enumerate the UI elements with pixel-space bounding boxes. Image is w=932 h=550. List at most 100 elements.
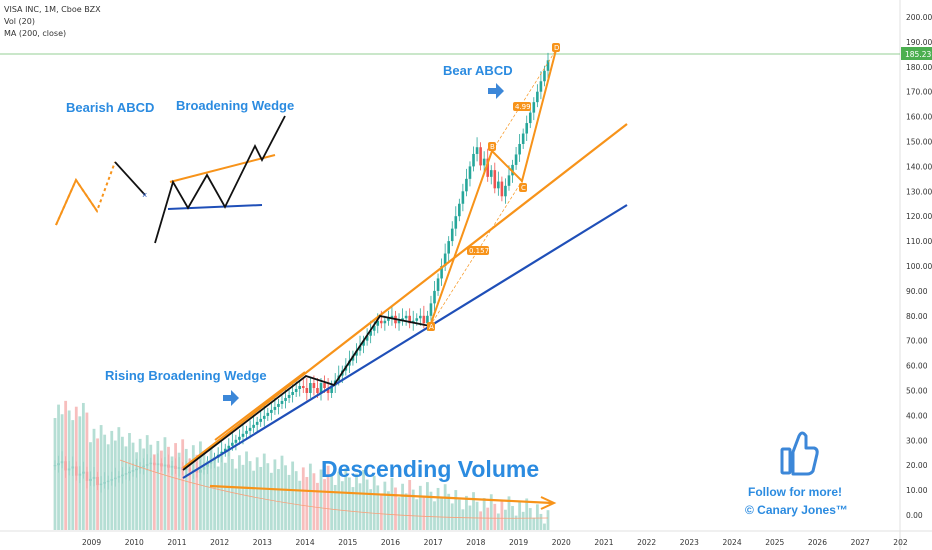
- candle-body: [309, 383, 312, 393]
- x-tick-label: 2019: [509, 538, 528, 547]
- x-tick-label: 2021: [594, 538, 613, 547]
- broadening-wedge-label: Broadening Wedge: [176, 98, 295, 113]
- candle-body: [514, 154, 518, 165]
- pattern-label-d: D: [554, 44, 559, 52]
- volume-bar: [457, 499, 461, 530]
- candle-body: [486, 158, 490, 177]
- ratio-label-1: 0.157: [469, 247, 489, 255]
- volume-bar: [199, 441, 202, 530]
- y-tick-label: 20.00: [906, 461, 928, 470]
- candle-body: [397, 320, 401, 324]
- volume-bar: [486, 507, 490, 530]
- volume-bar: [340, 481, 344, 530]
- volume-bar: [507, 496, 511, 530]
- x-tick-label: 2014: [296, 538, 315, 547]
- volume-bar: [110, 430, 114, 530]
- x-tick-label: 2018: [466, 538, 485, 547]
- candle-body: [447, 241, 450, 254]
- volume-bar: [213, 456, 217, 530]
- y-tick-label: 180.00: [906, 63, 932, 72]
- volume-bar: [184, 448, 188, 530]
- candle-body: [369, 330, 372, 336]
- candle-body: [450, 228, 454, 242]
- candle-body: [497, 181, 500, 189]
- y-tick-label: 90.00: [906, 287, 928, 296]
- candle-body: [489, 170, 493, 177]
- candle-body: [440, 266, 443, 279]
- y-tick-label: 140.00: [906, 162, 932, 171]
- candle-body: [319, 383, 323, 393]
- candle-body: [234, 439, 238, 443]
- volume-bar: [543, 523, 546, 530]
- candle-body: [277, 403, 280, 407]
- volume-bar: [60, 414, 64, 530]
- volume-bar: [106, 444, 110, 530]
- x-tick-label: 2009: [82, 538, 101, 547]
- candle-body: [401, 318, 404, 321]
- candle-body: [475, 147, 479, 154]
- ratio-label-1-bg: [467, 246, 489, 255]
- volume-bar: [206, 460, 209, 530]
- volume-bar: [103, 434, 107, 530]
- volume-bar: [220, 453, 224, 530]
- volume-bar: [124, 446, 128, 530]
- volume-bar: [433, 501, 436, 530]
- candle-body: [468, 166, 472, 179]
- volume-bar: [344, 467, 348, 530]
- volume-bar: [120, 436, 124, 530]
- volume-bar: [284, 465, 287, 530]
- candle-body: [248, 427, 252, 431]
- volume-bar: [351, 487, 355, 530]
- volume-bar: [305, 477, 309, 530]
- y-tick-label: 160.00: [906, 113, 932, 122]
- candle-body: [312, 383, 316, 389]
- candle-body: [259, 418, 263, 422]
- candle-body: [422, 315, 426, 324]
- volume-bar: [53, 418, 57, 530]
- volume-bar: [472, 492, 475, 530]
- candles: [53, 52, 550, 493]
- x-tick-label: 2015: [338, 538, 357, 547]
- last-price-value: 185.23: [905, 50, 931, 59]
- bear-abcd-arrow: [488, 83, 504, 99]
- pattern-label-c: C: [521, 184, 526, 192]
- last-price-tag: [901, 47, 932, 60]
- volume-bar: [404, 493, 408, 530]
- volume-bar: [234, 468, 238, 530]
- volume-bar: [241, 464, 245, 530]
- candle-body: [461, 191, 465, 204]
- volume-bar: [525, 498, 529, 530]
- follow-label: Follow for more!: [748, 485, 842, 499]
- x-tick-label: 2011: [167, 538, 186, 547]
- x-tick-label: 2027: [851, 538, 870, 547]
- y-tick-label: 0.00: [906, 511, 923, 520]
- y-tick-label: 50.00: [906, 387, 928, 396]
- volume-bar: [287, 474, 291, 530]
- volume-bar: [539, 513, 543, 530]
- volume-bar: [333, 484, 337, 530]
- bw-zigzag: [154, 115, 286, 244]
- y-tick-label: 190.00: [906, 38, 932, 47]
- candle-body: [458, 203, 461, 217]
- candle-body: [500, 181, 504, 197]
- volume-bar: [518, 502, 522, 530]
- volume-bar: [312, 473, 316, 530]
- volume-bar: [163, 437, 167, 530]
- volume-bar: [67, 410, 71, 530]
- y-tick-label: 120.00: [906, 212, 932, 221]
- volume-bar: [475, 501, 479, 530]
- candle-body: [266, 412, 270, 416]
- x-tick-label: 2025: [765, 538, 784, 547]
- candle-body: [504, 185, 507, 197]
- volume-bar: [372, 475, 376, 530]
- pattern-label-c-bg: [519, 183, 527, 192]
- ma-indicator-label: MA (200, close): [4, 29, 67, 38]
- y-tick-label: 40.00: [906, 411, 928, 420]
- ratio-label-2: 4.99: [515, 103, 531, 111]
- candle-body: [539, 81, 543, 92]
- y-tick-label: 200.00: [906, 13, 932, 22]
- volume-bar: [301, 467, 305, 530]
- volume-bar: [277, 469, 280, 530]
